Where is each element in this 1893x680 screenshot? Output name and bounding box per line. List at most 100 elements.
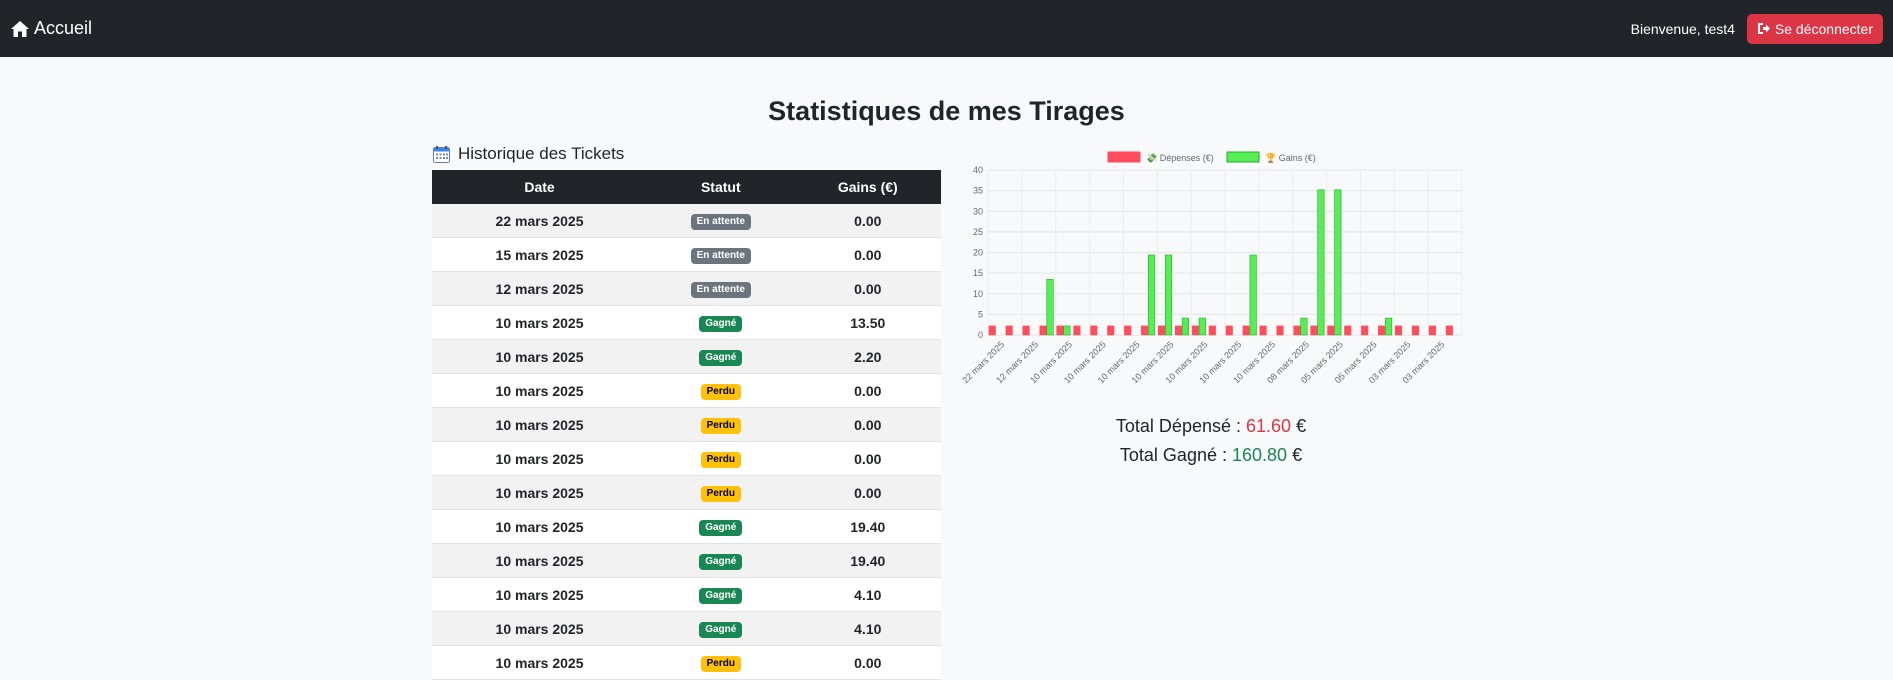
bar [1411,325,1420,336]
table-row: 10 mars 2025 Gagné 2.20 [432,339,941,374]
table-row: 10 mars 2025 Gagné 13.50 [432,305,941,340]
cell-date: 10 mars 2025 [432,373,648,408]
table-row: 10 mars 2025 Perdu 0.00 [432,441,941,476]
bar [1344,325,1352,336]
bar [1107,325,1115,336]
status-badge: Gagné [699,554,743,570]
cell-date: 15 mars 2025 [432,237,648,272]
status-badge: Perdu [700,486,741,502]
bar [1310,325,1318,336]
status-badge: En attente [690,214,751,230]
total-won: Total Gagné : 160.80 € [956,441,1466,470]
bar [1181,317,1190,336]
table-row: 10 mars 2025 Perdu 0.00 [432,373,941,408]
legend-swatch [1226,151,1260,163]
cell-date: 10 mars 2025 [432,611,648,646]
bar [988,325,996,336]
cell-gain: 0.00 [794,271,941,306]
y-tick-label: 20 [973,248,983,258]
status-badge: Perdu [700,384,741,400]
total-spent-currency: € [1296,416,1307,436]
calendar-icon [433,145,450,163]
cell-gain: 0.00 [794,373,941,408]
table-row: 15 mars 2025 En attente 0.00 [432,237,941,272]
cell-gain: 0.00 [794,645,941,680]
column-header-gains: Gains (€) [794,170,941,204]
y-tick-label: 30 [973,206,983,216]
bar [1242,325,1250,336]
legend-label: 💸 Dépenses (€) [1146,153,1214,163]
bar [1022,325,1030,336]
cell-gain: 0.00 [794,475,941,510]
cell-gain: 19.40 [794,543,941,578]
y-tick-label: 10 [973,289,983,299]
status-badge: En attente [690,282,751,298]
cell-date: 10 mars 2025 [432,543,648,578]
cell-gain: 0.00 [794,407,941,442]
total-won-currency: € [1292,445,1303,465]
bar [1317,189,1325,336]
table-row: 10 mars 2025 Gagné 19.40 [432,509,941,544]
total-won-label: Total Gagné : [1119,445,1227,465]
home-link-label: Accueil [34,18,93,38]
history-header: Historique des Tickets [433,144,624,164]
bar [1428,325,1436,336]
bar [1198,317,1206,336]
table-row: 22 mars 2025 En attente 0.00 [432,204,941,238]
bar [1148,254,1156,336]
y-tick-label: 0 [978,330,983,340]
bar [1157,325,1166,336]
cell-gain: 0.00 [794,204,941,238]
total-spent-label: Total Dépensé : [1115,416,1241,436]
legend-label: 🏆 Gains (€) [1265,152,1316,163]
bar [1225,325,1233,336]
status-badge: Gagné [699,520,743,536]
cell-date: 22 mars 2025 [432,204,648,238]
tickets-table-container: Date Statut Gains (€) 22 mars 2025 En att… [432,170,941,680]
cell-date: 10 mars 2025 [432,475,648,510]
cell-gain: 13.50 [794,305,941,340]
cell-status: Perdu [647,645,795,680]
status-badge: Gagné [699,316,743,332]
bar [1208,325,1216,336]
cell-date: 10 mars 2025 [432,407,648,442]
bar [1174,325,1183,336]
cell-status: En attente [647,237,795,272]
total-spent: Total Dépensé : 61.60 € [956,412,1466,441]
cell-status: Perdu [647,407,795,442]
cell-status: Gagné [647,611,795,646]
bar [1259,325,1267,336]
cell-date: 10 mars 2025 [432,577,648,612]
cell-status: Gagné [647,509,795,544]
navbar: Accueil Bienvenue, test4 Se déconnecter [0,0,1893,57]
cell-date: 10 mars 2025 [432,339,648,374]
logout-button[interactable]: Se déconnecter [1746,13,1883,44]
bar [1378,325,1386,336]
cell-date: 10 mars 2025 [432,509,648,544]
status-badge: Gagné [699,622,743,638]
bar [1090,325,1098,336]
cell-status: Perdu [647,475,795,510]
bar [1124,325,1132,336]
page-title: Statistiques de mes Tirages [768,96,1125,126]
bar [1056,325,1064,336]
welcome-text: Bienvenue, test4 [1630,20,1735,37]
cell-status: En attente [647,204,795,238]
column-header-date: Date [432,170,648,204]
home-link[interactable]: Accueil [10,18,92,39]
cell-date: 10 mars 2025 [432,441,648,476]
cell-gain: 4.10 [794,577,941,612]
cell-date: 10 mars 2025 [432,305,648,340]
bar [1249,254,1257,336]
table-row: 10 mars 2025 Perdu 0.00 [432,475,941,510]
status-badge: Perdu [700,656,741,672]
cell-status: Perdu [647,441,795,476]
status-badge: Gagné [699,350,743,366]
bar [1191,325,1199,336]
table-row: 10 mars 2025 Gagné 4.10 [432,611,941,646]
legend-swatch [1107,151,1141,163]
y-tick-label: 25 [973,227,983,237]
y-tick-label: 15 [973,268,983,278]
totals: Total Dépensé : 61.60 € Total Gagné : 16… [956,412,1466,470]
